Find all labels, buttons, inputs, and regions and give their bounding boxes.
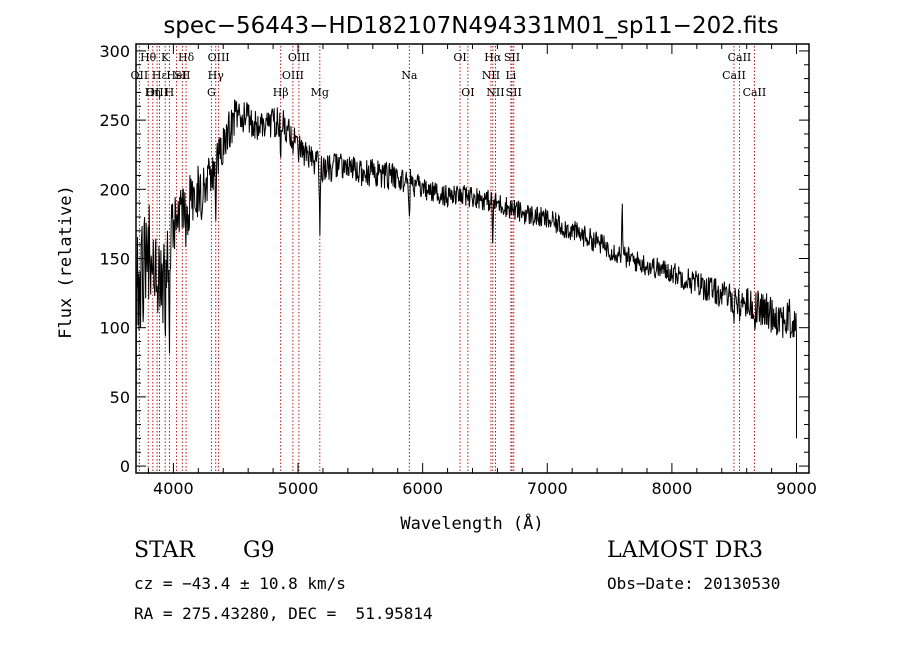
x-axis-label: Wavelength (Å) <box>400 512 543 534</box>
line-label: OIII <box>282 69 304 82</box>
line-label: OIII <box>146 86 168 99</box>
line-label: CaII <box>743 86 767 99</box>
line-label: CaII <box>728 51 752 64</box>
line-label: SII <box>174 69 190 82</box>
x-tick-label: 8000 <box>652 479 693 498</box>
y-tick-label: 250 <box>99 111 130 130</box>
line-label: H <box>165 86 175 99</box>
line-label: NII <box>482 69 500 82</box>
line-label: Mg <box>311 86 329 99</box>
line-label: NII <box>486 86 504 99</box>
object-subclass: G9 <box>243 538 275 563</box>
x-tick-label: 7000 <box>527 479 568 498</box>
y-tick-label: 150 <box>99 250 130 269</box>
line-label: Hη <box>145 86 161 99</box>
y-tick-label: 200 <box>99 180 130 199</box>
line-label: Li <box>505 69 516 82</box>
x-tick-label: 4000 <box>153 479 194 498</box>
y-axis-label: Flux (relative) <box>56 185 76 339</box>
survey-name: LAMOST DR3 <box>607 538 763 563</box>
y-tick-label: 50 <box>110 388 130 407</box>
line-label: OI <box>461 86 474 99</box>
spectrum-layer <box>135 99 797 464</box>
line-label: Hθ <box>140 51 157 64</box>
sky-coordinates: RA = 275.43280, DEC = 51.95814 <box>134 604 433 623</box>
spectrum-line <box>135 99 797 464</box>
y-tick-label: 0 <box>120 457 130 476</box>
line-label: Hδ <box>178 51 195 64</box>
chart-title: spec−56443−HD182107N494331M01_sp11−202.f… <box>163 13 778 39</box>
y-axis-ticks: 0 50 100 150 200 250 300 <box>99 42 809 476</box>
line-label: OI <box>453 51 466 64</box>
line-label: Hα <box>484 51 502 64</box>
y-tick-label: 300 <box>99 42 130 61</box>
x-tick-label: 6000 <box>402 479 443 498</box>
x-tick-label: 5000 <box>278 479 319 498</box>
line-label: Hγ <box>208 69 225 82</box>
line-label: Hε <box>152 69 168 82</box>
line-label: OIII <box>288 51 310 64</box>
line-label: G <box>207 86 216 99</box>
line-label: Hβ <box>273 86 289 99</box>
line-label: SII <box>504 51 520 64</box>
observation-date: Obs−Date: 20130530 <box>607 574 781 593</box>
redshift-cz: cz = −43.4 ± 10.8 km/s <box>134 574 346 593</box>
line-label: SII <box>506 86 522 99</box>
line-label: Na <box>401 69 418 82</box>
x-tick-label: 9000 <box>776 479 817 498</box>
line-label: OIII <box>208 51 230 64</box>
line-label: K <box>161 51 170 64</box>
y-tick-label: 100 <box>99 319 130 338</box>
line-label: CaII <box>722 69 746 82</box>
object-class: STAR <box>134 538 195 563</box>
line-label: HeI <box>166 69 186 82</box>
x-axis-ticks: 4000 5000 6000 7000 8000 9000 <box>147 44 817 498</box>
line-label: OII <box>131 69 149 82</box>
